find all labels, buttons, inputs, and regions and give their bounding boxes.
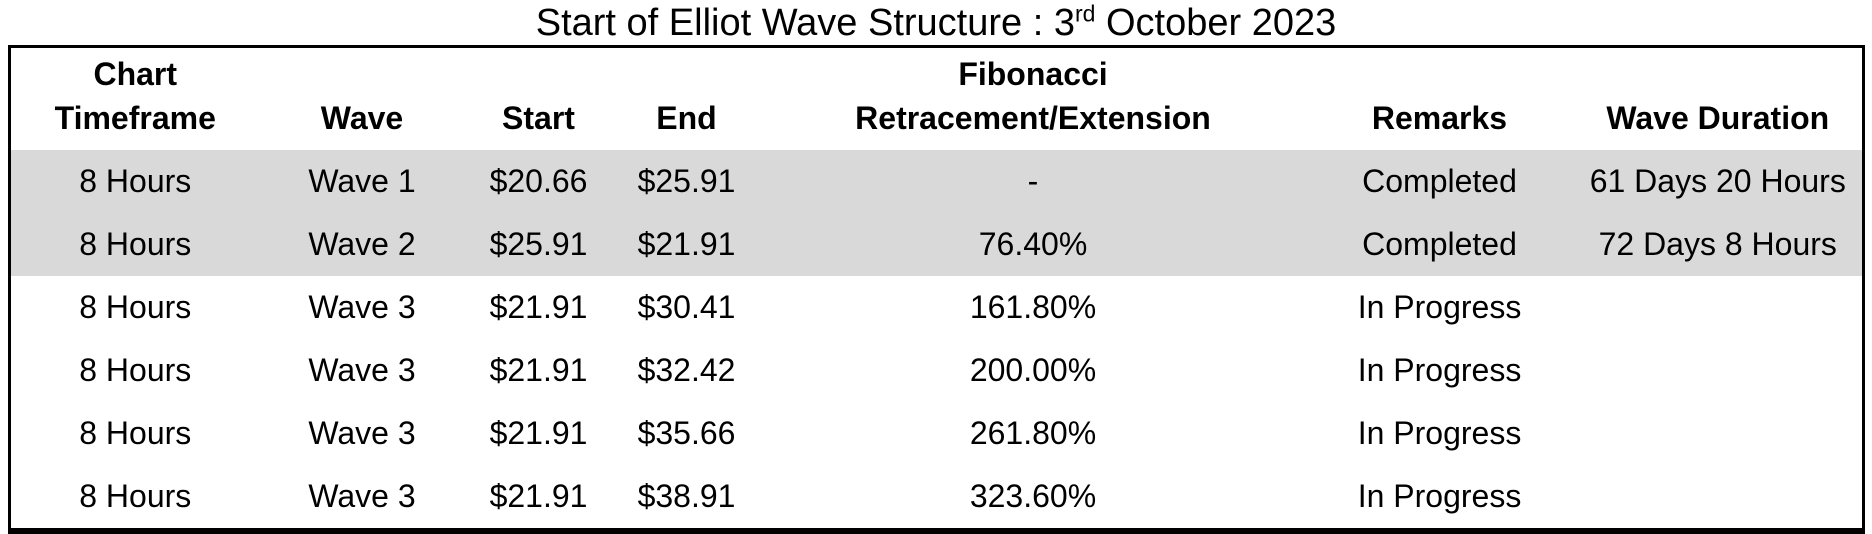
table-row: 8 Hours Wave 3 $21.91 $32.42 200.00% In … [10,339,1864,402]
cell-wave-duration: 61 Days 20 Hours [1573,150,1864,213]
cell-end: $30.41 [637,289,736,325]
cell-wave-duration [1574,465,1864,531]
cell-end: $32.42 [637,352,736,388]
cell-fibonacci: 200.00% [969,352,1097,388]
cell-fibonacci: 161.80% [969,289,1097,325]
title-text-after: October 2023 [1095,2,1337,44]
cell-remarks: Completed [1305,150,1574,213]
header-line: Timeframe [54,100,216,136]
cell-wave-duration [1574,276,1864,339]
cell-wave-duration [1574,339,1864,402]
header-line: Remarks [1371,100,1508,136]
cell-wave: Wave 1 [259,150,465,213]
header-line: Fibonacci [958,56,1108,92]
cell-chart-timeframe: 8 Hours [79,478,192,514]
cell-end: $21.91 [612,213,761,276]
cell-start: $21.91 [489,478,588,514]
table-row: 8 Hours Wave 3 $21.91 $38.91 323.60% In … [10,465,1864,531]
cell-remarks: In Progress [1357,415,1522,451]
cell-fibonacci: 261.80% [969,415,1097,451]
header-line: Wave Duration [1606,100,1830,136]
header-line: Start [502,100,575,136]
cell-wave: Wave 3 [308,289,416,325]
header-line: Chart [93,56,178,92]
cell-wave: Wave 3 [308,478,416,514]
page-title: Start of Elliot Wave Structure : 3rd Oct… [0,1,1872,45]
cell-fibonacci: - [760,150,1306,213]
table-row: 8 Hours Wave 3 $21.91 $35.66 261.80% In … [10,402,1864,465]
header-row: Chart Timeframe Wave Start End Fibonacci… [10,47,1864,151]
cell-end: $35.66 [637,415,736,451]
column-header-fibonacci: Fibonacci Retracement/Extension [761,47,1306,151]
cell-chart-timeframe: 8 Hours [79,289,192,325]
title-text-before: Start of Elliot Wave Structure : 3 [535,2,1075,44]
cell-remarks: In Progress [1357,352,1522,388]
column-header-end: End [613,47,761,151]
cell-chart-timeframe: 8 Hours [79,352,192,388]
cell-start: $21.91 [489,415,588,451]
cell-chart-timeframe: 8 Hours [79,415,192,451]
cell-end: $25.91 [612,150,761,213]
header-line: End [656,100,717,136]
column-header-wave: Wave [260,47,465,151]
column-header-remarks: Remarks [1306,47,1574,151]
cell-chart-timeframe: 8 Hours [9,150,260,213]
cell-wave: Wave 3 [308,352,416,388]
cell-remarks: In Progress [1357,478,1522,514]
cell-wave: Wave 2 [259,213,465,276]
cell-start: $25.91 [464,213,613,276]
header-line: Wave [320,100,404,136]
elliot-wave-table: Chart Timeframe Wave Start End Fibonacci… [8,45,1865,534]
cell-wave-duration [1574,402,1864,465]
column-header-wave-duration: Wave Duration [1574,47,1864,151]
cell-end: $38.91 [637,478,736,514]
cell-remarks: In Progress [1357,289,1522,325]
cell-fibonacci: 76.40% [760,213,1306,276]
title-ordinal-superscript: rd [1074,0,1096,27]
cell-wave-duration: 72 Days 8 Hours [1573,213,1864,276]
cell-start: $21.91 [489,352,588,388]
cell-remarks: Completed [1305,213,1574,276]
table-row: 8 Hours Wave 3 $21.91 $30.41 161.80% In … [10,276,1864,339]
header-line: Retracement/Extension [855,100,1211,136]
table-row: 8 Hours Wave 2 $25.91 $21.91 76.40% Comp… [9,213,1864,276]
cell-start: $20.66 [464,150,613,213]
table-row: 8 Hours Wave 1 $20.66 $25.91 - Completed… [9,150,1864,213]
cell-fibonacci: 323.60% [969,478,1097,514]
cell-start: $21.91 [489,289,588,325]
cell-chart-timeframe: 8 Hours [9,213,260,276]
column-header-start: Start [465,47,613,151]
column-header-chart-timeframe: Chart Timeframe [10,47,260,151]
cell-wave: Wave 3 [308,415,416,451]
